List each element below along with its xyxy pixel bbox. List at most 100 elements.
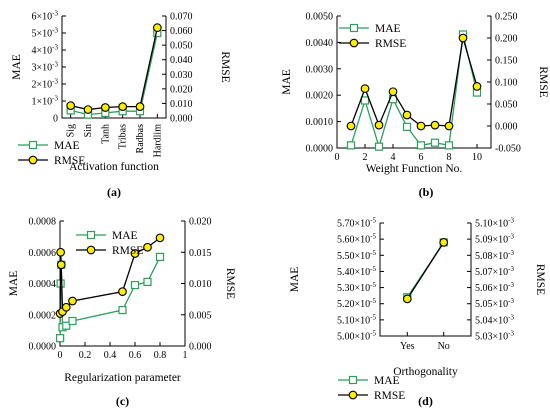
y-axis-label-left: MAE [8,271,20,297]
mae-point [444,141,454,150]
mae-point [130,280,140,290]
y-axis-label-right: RMSE [219,51,231,82]
left-tick-label: 3×10-3 [32,61,59,74]
rmse-point [61,302,71,312]
mae-series-line [70,32,158,116]
left-tick-label: 0.0000 [306,144,334,155]
legend: MAE RMSE [339,23,406,50]
mae-point [374,142,384,151]
left-tick-label: 2×10-3 [32,78,59,91]
panel-label: (b) [419,185,434,199]
right-tick-label: 0.040 [170,55,193,66]
legend-mae-marker [348,375,358,385]
rmse-series-line [350,37,478,127]
rmse-point [346,121,356,131]
rmse-series-line [59,237,161,314]
left-tick-label: 6×10-3 [32,10,59,23]
x-tick-label: 1 [183,350,188,361]
legend-mae-label: MAE [54,140,80,152]
mae-point [118,305,127,315]
left-tick-label: 0.0010 [306,117,334,128]
rmse-point [118,102,128,111]
x-tick-label: 10 [472,152,482,163]
y-axis-label-right: RMSE [537,66,549,97]
left-tick-label: 0.0020 [306,91,334,102]
axes-frame [379,223,472,337]
axes-frame [336,16,492,149]
x-tick-label: 0.8 [154,350,167,361]
y-axis-label-left: MAE [281,69,293,95]
right-tick-label: 5.04×10-3 [475,313,514,326]
rmse-point [472,82,482,91]
rmse-point [100,103,110,112]
legend-rmse-label: RMSE [374,390,405,402]
mae-series-line [350,34,478,149]
left-tick-label: 5.70×10-5 [337,217,376,230]
mae-point [62,321,71,330]
legend-rmse-marker [348,390,358,400]
rmse-point [56,260,66,270]
mae-point [56,334,65,343]
legend-rmse-label: RMSE [112,245,143,257]
mae-point [143,277,152,287]
rmse-point [360,84,370,93]
rmse-point [83,105,93,114]
legend: MAE RMSE [18,140,85,167]
left-tick-label: 0.0004 [29,279,57,290]
chart-3: 0.0000 0.0002 0.0004 0.0006 0.0008 0.000 0.005… [8,217,236,409]
panel-label: (c) [116,394,129,408]
mae-point [430,138,440,147]
mae-point [360,96,370,105]
right-tick-label: 5.06×10-3 [475,281,514,294]
x-tick-label: 0 [335,152,340,163]
right-tick-label: 0.100 [495,78,518,89]
right-tick-label: 0.010 [170,99,193,110]
panel-label: (a) [107,185,121,199]
rmse-point [388,87,398,97]
left-tick-label: 5×10-3 [32,27,59,40]
x-axis-label: Orthogonality [393,366,458,378]
legend-mae-label: MAE [112,230,138,242]
x-tick-label: Tanh [100,124,111,144]
left-tick-label: 5.60×10-5 [337,233,376,246]
x-axis-label: Regularization parameter [64,372,181,384]
right-tick-label: 5.05×10-3 [475,297,514,310]
right-tick-label: 0.000 [495,122,518,133]
chart-1: 0 1×10-3 2×10-3 3×10-3 4×10-3 5×10-3 6×10-3 0.0… [11,10,231,200]
x-tick-label: 2 [363,152,368,163]
legend: MAE RMSE [76,230,143,257]
rmse-point [155,233,165,243]
x-tick-label: Sin [83,124,94,137]
rmse-point [118,287,127,296]
right-tick-label: 0.000 [189,342,212,353]
y-axis-label-right: RMSE [534,264,546,295]
left-tick-label: 5.30×10-5 [337,281,376,294]
x-tick-label: Radbas [135,124,146,154]
left-tick-label: 5.10×10-5 [337,313,376,326]
rmse-point [152,23,162,33]
legend-mae-label: MAE [375,23,401,35]
legend: MAE RMSE [338,375,405,402]
x-tick-label: Yes [400,341,415,352]
right-tick-label: -0.050 [495,144,521,155]
right-tick-label: 0.060 [170,26,193,37]
right-tick-label: 0.005 [189,310,212,321]
rmse-point [416,121,426,131]
mae-point [155,252,165,262]
panel-label: (d) [418,394,433,408]
x-tick-label: Tribas [118,124,129,149]
rmse-point [68,296,77,306]
x-tick-label: 0.2 [79,350,92,361]
legend-rmse-label: RMSE [375,38,406,50]
right-tick-label: 0.015 [189,248,212,259]
legend-rmse-label: RMSE [54,155,85,167]
x-tick-label: No [438,341,450,352]
x-tick-label: 4 [391,152,396,163]
x-tick-label: 0.6 [129,350,142,361]
rmse-point [402,294,412,304]
x-axis-label: Activation function [69,161,159,173]
right-tick-label: 0.050 [170,41,193,52]
left-tick-label: 0.0006 [29,248,57,259]
rmse-point [135,102,145,111]
